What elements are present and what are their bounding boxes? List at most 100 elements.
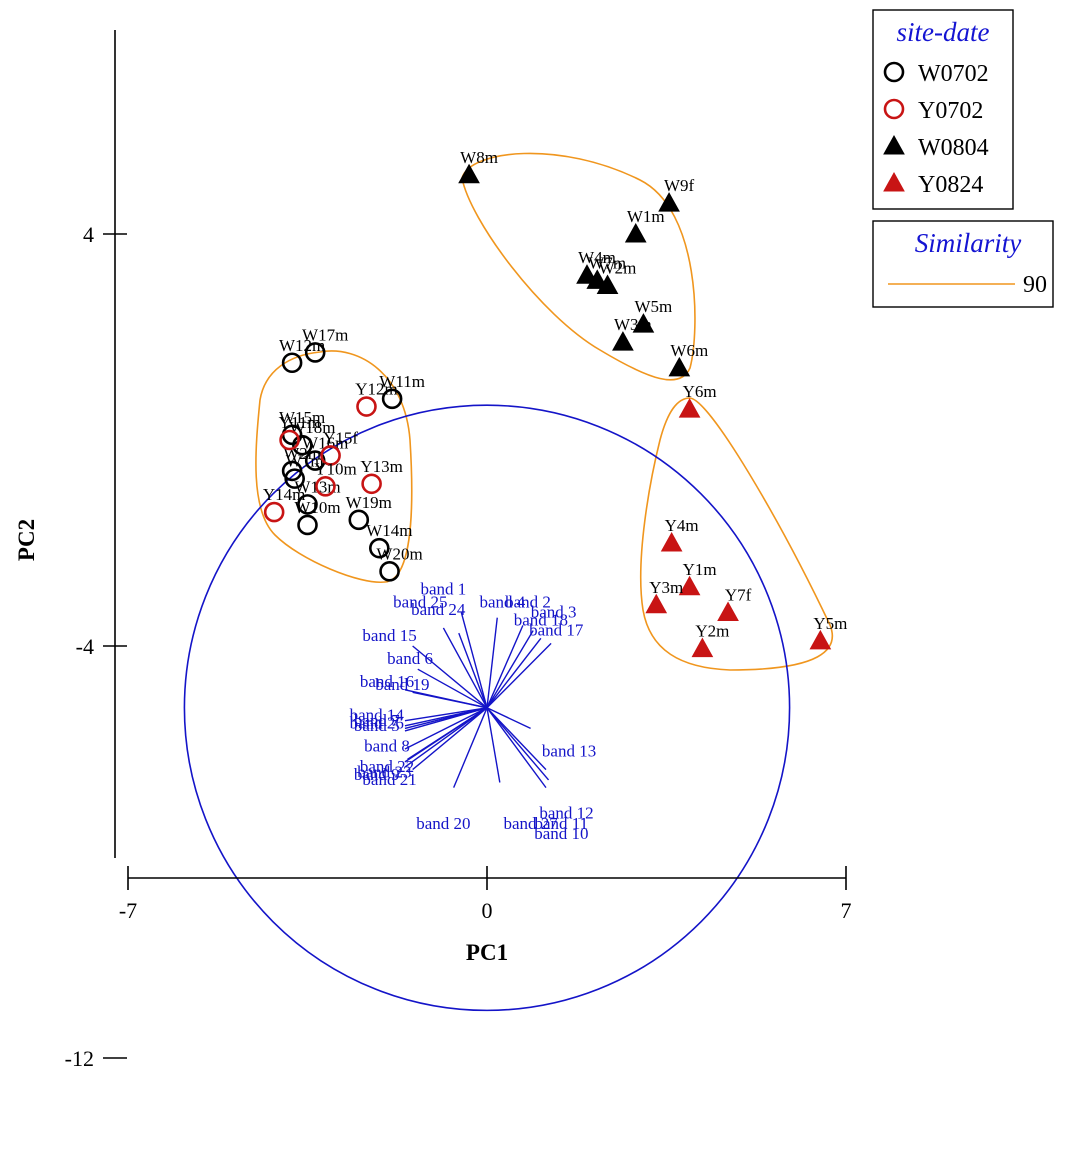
vector-label-band-22: band 22 — [360, 757, 414, 776]
point-label-w1m: W1m — [627, 207, 665, 226]
vector-band-18 — [486, 637, 542, 709]
point-label-w18m: W18m — [289, 418, 335, 437]
point-w20m — [379, 561, 400, 582]
legend-label-y0702: Y0702 — [918, 98, 983, 124]
vector-label-band-18: band 18 — [514, 610, 568, 629]
vector-band-2 — [486, 625, 524, 709]
vector-label-band-2: band 2 — [505, 592, 551, 611]
point-y14m — [263, 501, 285, 523]
point-label-w5m: W5m — [635, 297, 673, 316]
similarity-legend-value: 90 — [1023, 272, 1047, 298]
similarity-legend-title: Similarity — [915, 228, 1022, 258]
legend-similarity: Similarity 90 — [872, 220, 1054, 308]
point-label-y11m: Y11m — [279, 413, 321, 432]
point-y4m — [660, 531, 683, 552]
vector-label-band-27: band 27 — [503, 814, 558, 833]
point-w1m — [284, 468, 305, 489]
point-w9f — [658, 192, 680, 212]
vector-label-band-16: band 16 — [360, 672, 414, 691]
vector-band-10 — [486, 707, 547, 789]
cluster-outline-y0824 — [639, 397, 834, 671]
point-label-w7m: W7m — [588, 253, 626, 272]
y-tick-label: 4 — [83, 222, 94, 247]
vector-band-6 — [417, 668, 488, 709]
vector-label-band-25: band 25 — [393, 592, 447, 611]
point-w14m — [368, 537, 390, 559]
point-w4m — [576, 264, 598, 284]
point-label-w4m: W4m — [578, 248, 616, 267]
vector-label-band-7: band 7 — [354, 711, 400, 730]
point-w2m — [596, 274, 619, 294]
vector-label-band-9: band 9 — [354, 765, 400, 784]
legend-marker-y0702 — [883, 98, 905, 120]
vector-label-band-6: band 6 — [387, 649, 433, 668]
point-label-y13m: Y13m — [360, 457, 403, 476]
vector-label-band-15: band 15 — [362, 626, 416, 645]
point-label-w15m: W15m — [279, 408, 325, 427]
point-label-w19m: W19m — [346, 493, 392, 512]
y-tick-label: -4 — [76, 634, 94, 659]
vector-label-band-3: band 3 — [531, 603, 577, 622]
vector-band-27 — [486, 707, 501, 783]
point-label-y2m: Y2m — [695, 622, 729, 641]
point-w8m — [458, 163, 480, 184]
vector-band-1 — [460, 612, 488, 708]
point-label-w8m: W8m — [460, 148, 498, 167]
y-ticks: -12 -4 4 — [65, 222, 127, 1071]
x-axis-title: PC1 — [466, 940, 508, 965]
point-y10m — [315, 476, 336, 497]
point-w19m — [348, 509, 370, 531]
point-label-w2m: W2m — [599, 259, 637, 278]
vector-label-band-21: band 21 — [362, 770, 416, 789]
vector-label-band-26: band 26 — [350, 713, 404, 732]
vector-label-band-12: band 12 — [539, 804, 593, 823]
point-w7m — [586, 269, 609, 289]
point-label-w10m: W10m — [294, 498, 340, 517]
point-y2m — [691, 637, 714, 658]
point-label-y12m: Y12m — [355, 380, 398, 399]
vector-band-9 — [404, 707, 488, 768]
x-tick-label: -7 — [119, 898, 137, 923]
point-label-y3m: Y3m — [649, 578, 683, 597]
point-w3m — [612, 331, 634, 351]
point-y6m — [678, 398, 701, 418]
vector-band-19 — [412, 691, 488, 709]
point-w6m — [668, 356, 691, 377]
point-label-w20m: W20m — [376, 544, 422, 563]
point-w17m — [304, 342, 326, 363]
vector-band-21 — [412, 707, 488, 771]
vector-band-12 — [486, 707, 547, 771]
point-y5m — [809, 629, 832, 650]
point-y3m — [645, 593, 668, 614]
x-ticks: -7 0 7 — [119, 866, 852, 923]
vector-band-3 — [486, 630, 534, 709]
vector-band-14 — [404, 707, 488, 722]
point-label-w14m: W14m — [366, 521, 412, 540]
point-label-w11m: W11m — [379, 372, 425, 391]
x-tick-label: 7 — [841, 898, 852, 923]
y-tick-label: -12 — [65, 1046, 94, 1071]
point-w13m — [297, 494, 318, 515]
vector-label-band-17: band 17 — [529, 621, 584, 640]
point-label-y1m: Y1m — [683, 560, 717, 579]
vector-band-24 — [458, 632, 488, 709]
point-label-y14m: Y14m — [263, 485, 306, 504]
vector-label-band-11: band 11 — [535, 814, 589, 833]
point-label-y10m: Y10m — [314, 459, 357, 478]
vector-band-11 — [486, 707, 550, 781]
point-w5m — [632, 313, 655, 333]
point-label-y4m: Y4m — [665, 516, 699, 535]
point-y7f — [717, 601, 739, 622]
x-tick-label: 0 — [482, 898, 493, 923]
vector-label-band-10: band 10 — [534, 824, 588, 843]
point-y15f — [320, 445, 341, 466]
vector-label-band-4: band 4 — [479, 592, 525, 611]
point-w10m — [297, 514, 318, 536]
point-label-y6m: Y6m — [683, 382, 717, 401]
y-axis-title: PC2 — [14, 519, 39, 561]
axes: -7 0 7 -12 -4 4 PC1 PC2 — [14, 30, 852, 1071]
point-y11m — [279, 429, 300, 451]
vector-label-band-1: band 1 — [421, 580, 467, 599]
